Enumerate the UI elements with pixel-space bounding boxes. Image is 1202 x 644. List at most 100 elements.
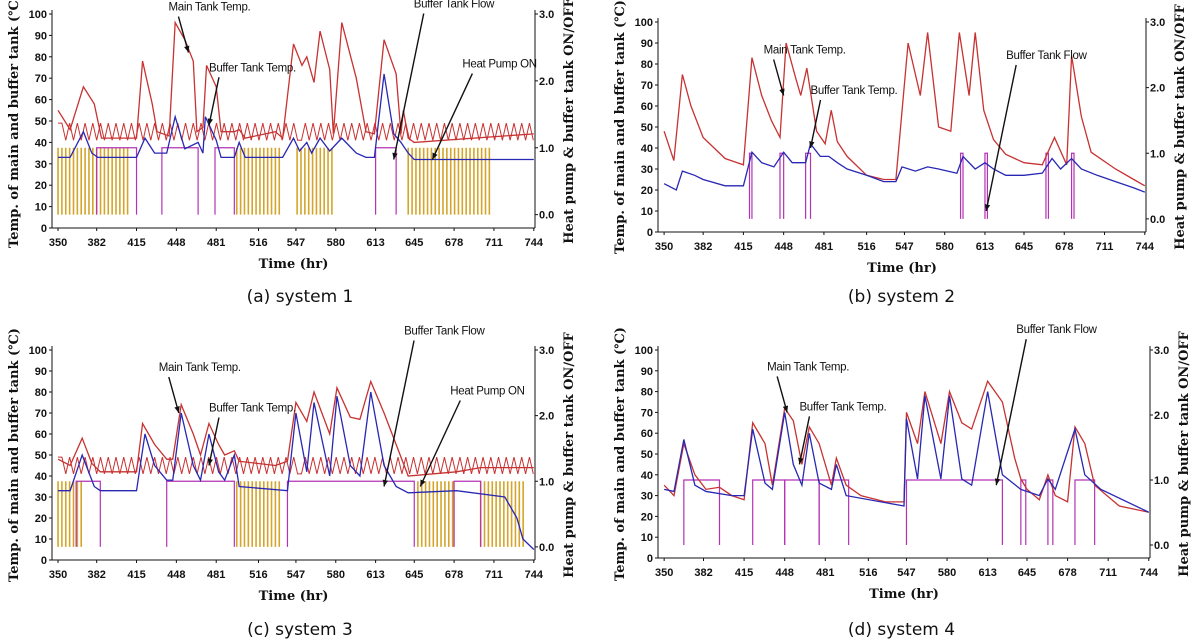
buffer-flow-pulse <box>375 147 397 215</box>
annotation-label: Buffer Tank Temp. <box>799 401 886 413</box>
x-tick-label: 711 <box>485 569 503 581</box>
annotation-label: Buffer Tank Flow <box>414 0 495 11</box>
x-tick-label: 580 <box>327 237 345 249</box>
annotation-arrowhead <box>809 141 815 148</box>
annotation-label: Buffer Tank Temp. <box>209 62 296 74</box>
y-tick-label: 50 <box>641 449 653 461</box>
buffer-flow-pulse <box>805 152 812 219</box>
buffer-flow-pulse <box>1047 479 1054 545</box>
x-tick-label: 678 <box>1055 241 1073 253</box>
y-tick-label: 90 <box>35 30 47 42</box>
y-tick-label: 90 <box>35 366 47 378</box>
annotation-arrow <box>208 77 220 126</box>
buffer-flow-pulse <box>959 152 964 219</box>
y-tick-label: 30 <box>641 164 653 176</box>
buffer-tank-temp-line <box>663 142 1146 193</box>
x-tick-label: 448 <box>774 241 792 253</box>
x-axis-label: Time (hr) <box>869 587 939 602</box>
y-tick-label: 0 <box>41 555 47 567</box>
x-tick-label: 744 <box>1140 567 1159 579</box>
y-tick-label: 10 <box>35 202 47 214</box>
buffer-flow-pulse <box>453 480 482 547</box>
y2-tick-label: 1.0 <box>539 476 554 488</box>
chart-panel-system-3: 0 10 20 30 40 50 60 70 80 90 100 0.0 1.0 2.0 3.0 350 382… <box>0 322 600 644</box>
x-tick-label: 580 <box>327 569 345 581</box>
annotation-arrowhead <box>432 152 438 160</box>
y-tick-label: 70 <box>641 80 653 92</box>
y-tick-label: 60 <box>35 95 47 107</box>
x-tick-label: 516 <box>857 241 875 253</box>
y-tick-label: 100 <box>29 345 47 357</box>
buffer-tank-temp-line <box>58 391 535 550</box>
x-tick-label: 711 <box>1099 567 1117 579</box>
x-tick-label: 711 <box>1096 241 1114 253</box>
caption: (a) system 1 <box>246 287 354 307</box>
annotation-arrow <box>419 400 461 487</box>
y-tick-label: 60 <box>35 429 47 441</box>
x-tick-label: 415 <box>735 567 753 579</box>
buffer-flow-pulse <box>286 480 415 547</box>
y2-tick-label: 0.0 <box>1154 540 1169 552</box>
annotation-arrow <box>995 339 1027 486</box>
annotation-arrow <box>985 64 1017 212</box>
buffer-flow-pulse <box>984 152 988 219</box>
y-tick-label: 40 <box>641 143 653 155</box>
y-tick-label: 50 <box>35 450 47 462</box>
annotation-label: Main Tank Temp. <box>767 361 849 373</box>
y2-tick-label: 0.0 <box>539 542 554 554</box>
x-tick-label: 678 <box>445 237 463 249</box>
annotation-label: Heat Pump ON <box>450 386 524 398</box>
y-tick-label: 100 <box>635 17 653 29</box>
buffer-flow-pulse <box>779 152 785 219</box>
annotation-arrowhead <box>382 479 389 487</box>
y2-axis-label: Heat pump & buffer tank ON/OFF <box>1173 3 1188 249</box>
caption: (b) system 2 <box>847 287 956 307</box>
y-tick-label: 80 <box>641 59 653 71</box>
x-tick-label: 580 <box>936 241 954 253</box>
y-tick-label: 50 <box>641 122 653 134</box>
main-tank-temp-line <box>57 20 534 144</box>
x-tick-label: 613 <box>978 567 996 579</box>
buffer-flow-pulse <box>683 479 721 545</box>
buffer-tank-temp-line <box>664 391 1150 513</box>
y-tick-label: 20 <box>641 185 653 197</box>
y2-tick-label: 1.0 <box>1150 148 1165 160</box>
annotation-arrowhead <box>392 152 398 160</box>
y-tick-label: 50 <box>35 116 47 128</box>
buffer-flow-pulse <box>75 480 101 547</box>
x-tick-label: 448 <box>167 237 185 249</box>
main-tank-temp-line <box>663 32 1146 187</box>
y2-tick-label: 0.0 <box>539 210 554 222</box>
buffer-flow-pulse <box>905 479 1003 545</box>
y-tick-label: 70 <box>35 73 47 85</box>
y2-axis-label: Heat pump & buffer tank ON/OFF <box>562 331 577 577</box>
buffer-flow-pulse <box>784 479 820 545</box>
buffer-flow-pulse <box>96 147 138 215</box>
y-tick-label: 70 <box>641 407 653 419</box>
y-tick-label: 30 <box>35 492 47 504</box>
annotation-arrowhead <box>184 45 190 53</box>
chart-panel-system-2: 0 10 20 30 40 50 60 70 80 90 100 0.0 1.0 2.0 3.0 350 382… <box>601 0 1202 322</box>
x-tick-label: 350 <box>655 241 673 253</box>
buffer-flow-pulse <box>748 152 753 219</box>
chart-panel-system-1: 0 10 20 30 40 50 60 70 80 90 100 0.0 1.0 2.0 3.0 350 382… <box>0 0 600 322</box>
y-axis-label: Temp. of main and buffer tank (℃) <box>613 327 628 581</box>
x-tick-label: 547 <box>895 241 913 253</box>
y-tick-label: 10 <box>641 532 653 544</box>
x-tick-label: 678 <box>445 569 463 581</box>
y-tick-label: 40 <box>35 471 47 483</box>
x-tick-label: 645 <box>405 237 423 249</box>
annotation-label: Buffer Tank Temp. <box>811 85 898 97</box>
y2-axis-label: Heat pump & buffer tank ON/OFF <box>1177 330 1192 576</box>
x-tick-label: 516 <box>859 567 877 579</box>
chart-panel-system-4: 0 10 20 30 40 50 60 70 80 90 100 0.0 1.0 2.0 3.0 350 382… <box>601 322 1202 644</box>
chart-system-3: 0 10 20 30 40 50 60 70 80 90 100 0.0 1.0 2.0 3.0 350 382… <box>7 326 577 605</box>
annotation-arrow <box>208 417 220 466</box>
annotation-arrow <box>431 73 473 160</box>
y2-tick-label: 2.0 <box>539 411 554 423</box>
x-tick-label: 448 <box>167 569 185 581</box>
y-tick-label: 10 <box>35 534 47 546</box>
y-tick-label: 100 <box>635 345 653 357</box>
annotation-arrowhead <box>174 406 180 413</box>
y-tick-label: 70 <box>35 408 47 420</box>
